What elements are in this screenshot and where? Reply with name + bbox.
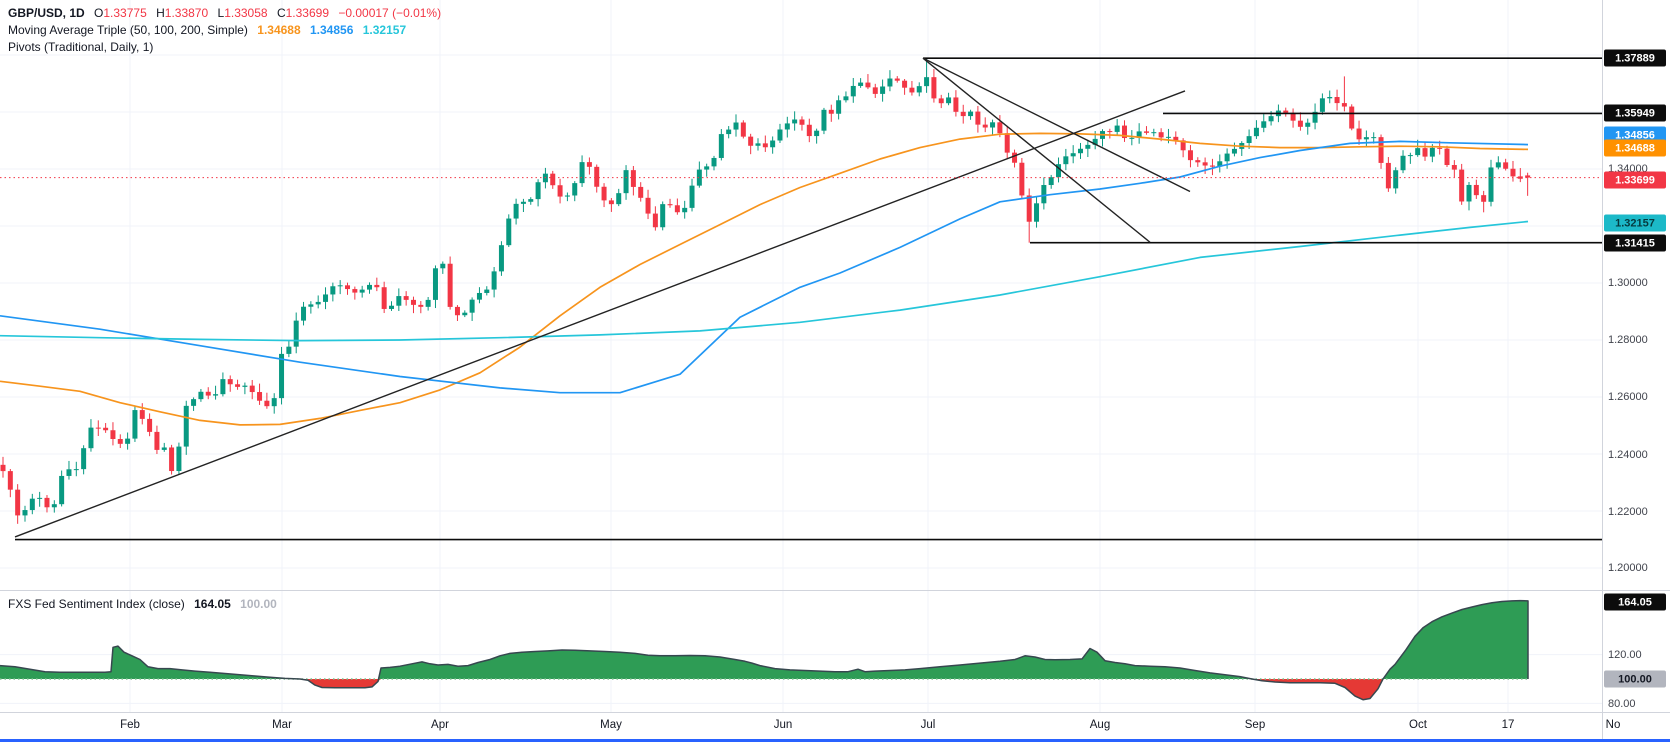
ma-indicator-title[interactable]: Moving Average Triple (50, 100, 200, Sim… xyxy=(8,23,248,37)
symbol-legend-row[interactable]: GBP/USD, 1D O1.33775 H1.33870 L1.33058 C… xyxy=(8,6,441,20)
ohlc-open-label: O1.33775 xyxy=(94,6,147,20)
price-badge: 1.35949 xyxy=(1604,104,1666,122)
time-scale-label: Jun xyxy=(773,719,793,731)
ohlc-low-label: L1.33058 xyxy=(217,6,268,20)
time-scale-label: Apr xyxy=(431,719,449,731)
change-value: −0.00017 (−0.01%) xyxy=(338,6,442,20)
price-scale-label: 1.26000 xyxy=(1608,391,1648,403)
pivots-indicator-title[interactable]: Pivots (Traditional, Daily, 1) xyxy=(8,40,154,54)
price-badge: 1.34688 xyxy=(1604,139,1666,157)
trend-line xyxy=(14,90,1186,538)
time-scale-label: 17 xyxy=(1501,719,1515,731)
pivots-legend-row[interactable]: Pivots (Traditional, Daily, 1) xyxy=(8,40,153,54)
time-scale-label: May xyxy=(600,719,622,731)
ohlc-open-value: 1.33775 xyxy=(103,6,147,20)
ohlc-low-value: 1.33058 xyxy=(224,6,268,20)
price-badge: 164.05 xyxy=(1604,593,1666,611)
trend-line xyxy=(922,57,1191,193)
sentiment-baseline-value: 100.00 xyxy=(240,597,277,611)
ma-line xyxy=(0,132,1529,426)
window-bottom-border xyxy=(0,739,1670,742)
ohlc-high-value: 1.33870 xyxy=(164,6,209,20)
time-scale-label: Sep xyxy=(1244,719,1266,731)
price-scale-label: 120.00 xyxy=(1608,649,1642,661)
time-scale-label: Jul xyxy=(920,719,936,731)
trend-line xyxy=(922,57,1151,243)
price-scale-label: 80.00 xyxy=(1608,698,1636,710)
ma200-value: 1.32157 xyxy=(362,23,407,37)
price-badge: 1.34856 xyxy=(1604,126,1666,144)
price-scale-label: 1.24000 xyxy=(1608,449,1648,461)
ma-legend-row[interactable]: Moving Average Triple (50, 100, 200, Sim… xyxy=(8,23,406,37)
ma-line xyxy=(0,220,1529,342)
time-scale-label: Mar xyxy=(272,719,292,731)
sentiment-current-value: 164.05 xyxy=(194,597,231,611)
ohlc-close-value: 1.33699 xyxy=(285,6,329,20)
ma-line xyxy=(0,140,1529,394)
price-scale-label: 1.30000 xyxy=(1608,277,1648,289)
time-scale-label: Aug xyxy=(1089,719,1111,731)
price-scale-label: 1.22000 xyxy=(1608,506,1648,518)
ma50-value: 1.34688 xyxy=(257,23,301,37)
time-scale-label: Feb xyxy=(120,719,140,731)
price-scale-label: 1.20000 xyxy=(1608,562,1648,574)
ohlc-close-label: C1.33699 xyxy=(276,6,329,20)
price-badge: 1.32157 xyxy=(1604,214,1666,232)
price-badge: 1.37889 xyxy=(1604,49,1666,67)
price-scale-label: 1.28000 xyxy=(1608,334,1648,346)
time-scale-label: No xyxy=(1605,719,1621,731)
symbol-title[interactable]: GBP/USD, 1D xyxy=(8,6,85,20)
price-badge: 1.31415 xyxy=(1604,234,1666,252)
ohlc-high-label: H1.33870 xyxy=(156,6,209,20)
sentiment-indicator-title[interactable]: FXS Fed Sentiment Index (close) xyxy=(8,597,185,611)
price-badge: 1.33699 xyxy=(1604,171,1666,189)
price-badge: 100.00 xyxy=(1604,670,1666,688)
sentiment-legend-row[interactable]: FXS Fed Sentiment Index (close) 164.05 1… xyxy=(8,597,277,611)
time-scale-label: Oct xyxy=(1409,719,1427,731)
ma100-value: 1.34856 xyxy=(310,23,354,37)
